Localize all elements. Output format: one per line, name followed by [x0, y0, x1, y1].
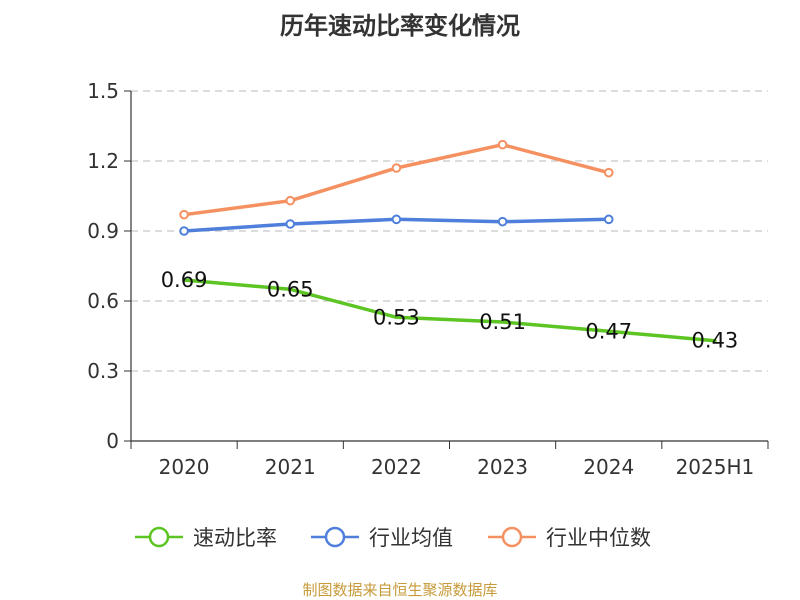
legend-label: 行业均值	[369, 526, 453, 550]
series-point	[497, 139, 508, 150]
data-label: 0.47	[585, 319, 632, 343]
axes: 0 0.3 0.6 0.9 1.2 1.5 2020 2021 2022 2023 2024 2025…	[87, 79, 769, 479]
series-point	[603, 167, 614, 178]
legend-label: 速动比率	[193, 526, 277, 550]
x-tick-label: 2023	[477, 455, 528, 479]
y-tick-label: 1.5	[87, 79, 119, 103]
series-point	[179, 226, 189, 236]
legend-item: 行业均值	[311, 526, 453, 550]
chart-title: 历年速动比率变化情况	[280, 12, 520, 40]
series-point	[497, 216, 508, 227]
legend-item: 行业中位数	[488, 526, 651, 550]
series-point	[603, 214, 614, 225]
series-point	[179, 209, 189, 220]
series-line	[182, 278, 717, 343]
y-tick-label: 0	[106, 429, 119, 453]
data-label: 0.43	[692, 329, 739, 353]
series-point	[285, 195, 296, 206]
legend-label: 行业中位数	[546, 526, 651, 550]
legend: 速动比率 行业均值 行业中位数	[135, 526, 651, 550]
data-labels: 0.69 0.65 0.53 0.51 0.47 0.43	[161, 268, 739, 353]
x-tick-label: 2020	[159, 455, 210, 479]
series-point	[391, 214, 402, 225]
legend-swatch-marker	[501, 526, 523, 548]
series-line	[182, 142, 611, 217]
source-footer: 制图数据来自恒生聚源数据库	[302, 581, 498, 599]
legend-swatch-marker	[148, 526, 170, 548]
y-tick-label: 1.2	[87, 149, 119, 173]
x-tick-label: 2025H1	[676, 455, 755, 479]
series-layer	[179, 139, 717, 343]
y-tick-label: 0.6	[87, 289, 119, 313]
y-tick-label: 0.3	[87, 359, 119, 383]
x-tick-label: 2024	[583, 455, 634, 479]
series-point	[391, 163, 402, 173]
y-tick-label: 0.9	[87, 219, 119, 243]
data-label: 0.69	[161, 268, 208, 292]
legend-item: 速动比率	[135, 526, 277, 550]
legend-swatch-marker	[324, 526, 346, 548]
series-point	[285, 219, 296, 229]
x-tick-label: 2022	[371, 455, 422, 479]
data-label: 0.53	[373, 305, 420, 329]
data-label: 0.51	[479, 310, 526, 334]
data-label: 0.65	[267, 277, 314, 301]
grid	[131, 90, 768, 372]
x-tick-label: 2021	[265, 455, 316, 479]
